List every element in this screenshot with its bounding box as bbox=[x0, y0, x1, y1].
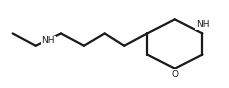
Text: O: O bbox=[171, 70, 177, 79]
Text: NH: NH bbox=[195, 20, 208, 29]
Text: NH: NH bbox=[41, 36, 55, 45]
